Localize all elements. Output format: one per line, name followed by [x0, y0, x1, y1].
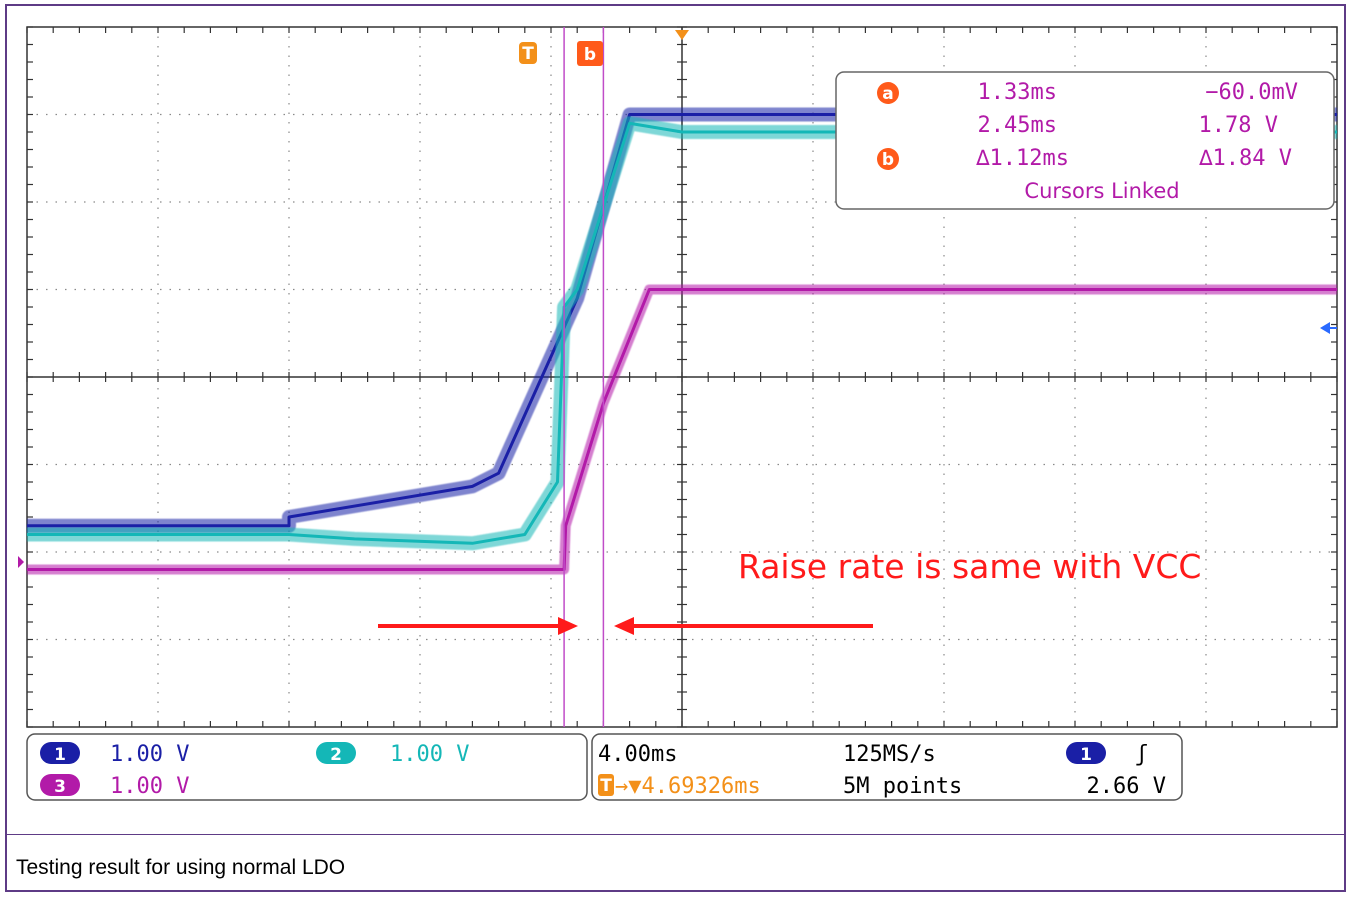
trigger-source-badge	[1066, 742, 1106, 764]
svg-text:a: a	[882, 84, 893, 104]
timebase-value: 4.00ms	[598, 742, 677, 767]
ch3-scale: 1.00 V	[110, 774, 189, 799]
svg-text:3: 3	[54, 777, 66, 797]
waveform-traces	[27, 107, 1337, 575]
cursor-a-time: 1.33ms	[978, 80, 1057, 105]
annotation-arrow-left	[614, 617, 873, 635]
graticule-border	[26, 26, 1338, 728]
ch3-ground-arrow-left	[18, 556, 24, 568]
cursor-b-time: 2.45ms	[978, 113, 1057, 138]
ch2-scale: 1.00 V	[390, 742, 469, 767]
cursors-linked-label: Cursors Linked	[1024, 179, 1179, 203]
trigger-level: 2.66 V	[1087, 774, 1166, 799]
trace-ch2	[27, 121, 1337, 545]
svg-text:1: 1	[1080, 745, 1092, 765]
svg-text:T: T	[600, 776, 612, 796]
ch1-ground-arrow-right	[1320, 322, 1330, 334]
svg-text:2: 2	[330, 745, 342, 765]
cursor-delta-time: ∆1.12ms	[975, 146, 1069, 171]
svg-text:T: T	[522, 44, 534, 64]
cursor-b-marker-top: b	[577, 41, 603, 66]
cursor-b-icon	[877, 148, 899, 170]
trace-ch1	[27, 113, 1337, 528]
trigger-marker-top: T	[519, 42, 537, 64]
svg-text:b: b	[882, 150, 894, 170]
cursor-lines	[563, 27, 605, 727]
trigger-position-arrow	[675, 30, 689, 40]
ch2-badge	[316, 742, 356, 764]
ch3-badge	[40, 774, 80, 796]
cursor-a-volt: −60.0mV	[1205, 80, 1298, 105]
figure-caption: Testing result for using normal LDO	[16, 856, 346, 879]
channel-status-panel: 1 1.00 V 2 1.00 V 3 1.00 V	[26, 733, 588, 801]
cursor-readout-box: a b 1.33ms −60.0mV 2.45ms 1.78 V ∆1.12ms…	[835, 71, 1335, 210]
ch1-scale: 1.00 V	[110, 742, 189, 767]
trace-ch3	[27, 288, 1337, 571]
cursor-delta-volt: ∆1.84 V	[1198, 146, 1292, 171]
record-length: 5M points	[843, 774, 962, 799]
svg-text:1: 1	[54, 745, 66, 765]
caption-divider	[7, 834, 1346, 835]
trigger-slope-icon: ʃ	[1135, 742, 1148, 767]
annotation-arrow-right	[378, 617, 578, 635]
cursor-a-icon	[877, 82, 899, 104]
annotation-text: Raise rate is same with VCC	[738, 547, 1201, 586]
trigger-icon	[598, 774, 614, 796]
trigger-position: →▼4.69326ms	[615, 774, 761, 799]
sample-rate: 125MS/s	[843, 742, 936, 767]
timebase-panel: 4.00ms 125MS/s T →▼4.69326ms 5M points 1…	[591, 733, 1183, 801]
ch1-ground-arrow-stem	[1330, 327, 1337, 329]
ch1-badge	[40, 742, 80, 764]
svg-text:b: b	[584, 45, 596, 65]
cursor-b-volt: 1.78 V	[1199, 113, 1278, 138]
